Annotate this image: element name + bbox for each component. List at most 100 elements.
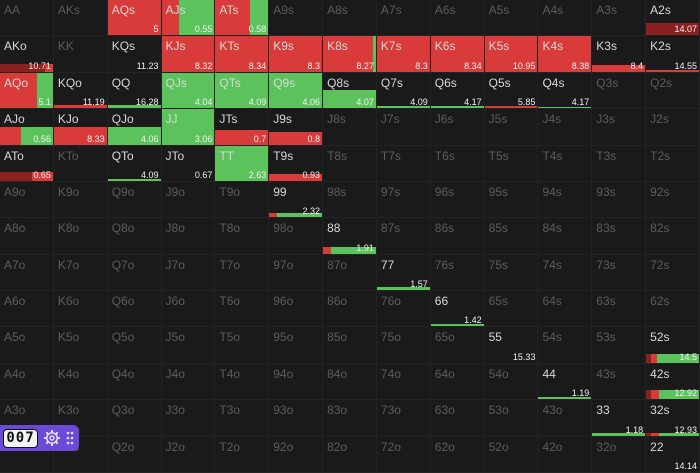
hand-cell[interactable]: K3s 8.4 xyxy=(592,36,647,73)
hand-cell[interactable]: 43o xyxy=(538,400,593,437)
hand-cell[interactable]: A6s xyxy=(430,0,485,37)
hand-cell[interactable]: A8s xyxy=(323,0,377,37)
hand-cell[interactable]: Q4s 4.17 xyxy=(538,72,593,110)
hand-cell[interactable]: AJs 0.55 xyxy=(161,0,216,37)
hand-cell[interactable]: QQ 16.28 xyxy=(107,72,162,110)
hand-cell[interactable]: J9s 0.8 xyxy=(269,109,324,146)
hand-cell[interactable]: 86o xyxy=(323,291,377,328)
hand-cell[interactable]: J3o xyxy=(161,400,216,437)
hand-cell[interactable]: J7o xyxy=(161,254,216,292)
hand-cell[interactable]: 55 15.33 xyxy=(484,327,539,364)
hand-cell[interactable]: Q4o xyxy=(107,363,162,401)
hand-cell[interactable]: QJs 4.04 xyxy=(161,72,216,110)
hand-cell[interactable]: K5o xyxy=(53,327,108,364)
hand-cell[interactable]: Q6s 4.17 xyxy=(430,72,485,110)
hand-cell[interactable]: A6o xyxy=(0,291,54,328)
hand-cell[interactable]: 87s xyxy=(376,218,431,255)
hand-cell[interactable]: KTo xyxy=(53,145,108,182)
hand-cell[interactable]: 75o xyxy=(376,327,431,364)
hand-cell[interactable]: A7o xyxy=(0,254,54,292)
hand-cell[interactable]: J6s xyxy=(430,109,485,146)
hand-cell[interactable]: 32s 12.93 xyxy=(646,400,700,437)
hand-cell[interactable]: 64o xyxy=(430,363,485,401)
hand-cell[interactable]: T7o xyxy=(215,254,270,292)
hand-cell[interactable]: KJs 8.32 xyxy=(161,36,216,73)
hand-cell[interactable]: JTs 0.7 xyxy=(215,109,270,146)
hand-cell[interactable]: J8o xyxy=(161,218,216,255)
hand-cell[interactable]: A9s xyxy=(269,0,324,37)
hand-cell[interactable]: A4o xyxy=(0,363,54,401)
hand-cell[interactable]: 54s xyxy=(538,327,593,364)
hand-cell[interactable]: J2o xyxy=(161,436,216,473)
hand-cell[interactable]: AKs xyxy=(53,0,108,37)
hand-cell[interactable]: 53s xyxy=(592,327,647,364)
hand-cell[interactable]: JTo 0.67 xyxy=(161,145,216,182)
hand-cell[interactable]: 87o xyxy=(323,254,377,292)
gear-icon[interactable] xyxy=(44,430,60,446)
hand-cell[interactable]: 99 2.32 xyxy=(269,181,324,219)
hand-cell[interactable]: Q2o xyxy=(107,436,162,473)
hand-cell[interactable]: KK xyxy=(53,36,108,73)
hand-cell[interactable]: 82s xyxy=(646,218,700,255)
hand-cell[interactable]: AA xyxy=(0,0,54,37)
hand-cell[interactable]: 84s xyxy=(538,218,593,255)
grip-icon[interactable] xyxy=(66,431,74,445)
hand-cell[interactable]: KJo 8.33 xyxy=(53,109,108,146)
hand-cell[interactable]: 63s xyxy=(592,291,647,328)
hand-cell[interactable]: 72o xyxy=(376,436,431,473)
hand-cell[interactable]: A2s 14.07 xyxy=(646,0,700,37)
hand-cell[interactable]: 92o xyxy=(269,436,324,473)
hand-cell[interactable]: Q8o xyxy=(107,218,162,255)
hand-cell[interactable]: 64s xyxy=(538,291,593,328)
hand-cell[interactable]: 63o xyxy=(430,400,485,437)
hand-cell[interactable]: 72s xyxy=(646,254,700,292)
hand-cell[interactable]: 88 1.91 xyxy=(323,218,377,255)
hand-cell[interactable]: T6o xyxy=(215,291,270,328)
hand-cell[interactable]: A5o xyxy=(0,327,54,364)
hand-cell[interactable]: QTs 4.09 xyxy=(215,72,270,110)
hand-cell[interactable]: J5o xyxy=(161,327,216,364)
hand-cell[interactable]: J2s xyxy=(646,109,700,146)
hand-cell[interactable]: TT 2.63 xyxy=(215,145,270,182)
hand-cell[interactable]: Q8s 4.07 xyxy=(323,72,377,110)
hand-cell[interactable]: 22 14.14 xyxy=(646,436,700,473)
hand-cell[interactable]: T3s xyxy=(592,145,647,182)
hand-cell[interactable]: Q3s xyxy=(592,72,647,110)
hand-cell[interactable]: 73s xyxy=(592,254,647,292)
hand-cell[interactable]: T2o xyxy=(215,436,270,473)
hand-cell[interactable]: 98s xyxy=(323,181,377,219)
hand-cell[interactable]: T5s xyxy=(484,145,539,182)
hand-cell[interactable]: A3s xyxy=(592,0,647,37)
counter-widget[interactable]: 007 xyxy=(0,425,79,451)
hand-cell[interactable]: 97o xyxy=(269,254,324,292)
hand-cell[interactable]: 85s xyxy=(484,218,539,255)
hand-cell[interactable]: J7s xyxy=(376,109,431,146)
hand-cell[interactable]: 62o xyxy=(430,436,485,473)
hand-cell[interactable]: K9s 8.3 xyxy=(269,36,324,73)
hand-cell[interactable]: K4o xyxy=(53,363,108,401)
hand-cell[interactable]: J8s xyxy=(323,109,377,146)
hand-cell[interactable]: T8s xyxy=(323,145,377,182)
hand-cell[interactable]: K8s 8.27 xyxy=(323,36,377,73)
hand-cell[interactable]: A7s xyxy=(376,0,431,37)
hand-cell[interactable]: Q3o xyxy=(107,400,162,437)
hand-cell[interactable]: AJo 0.56 xyxy=(0,109,54,146)
hand-cell[interactable]: K5s 10.95 xyxy=(484,36,539,73)
hand-cell[interactable]: J4s xyxy=(538,109,593,146)
hand-cell[interactable]: J4o xyxy=(161,363,216,401)
hand-cell[interactable]: 73o xyxy=(376,400,431,437)
hand-cell[interactable]: J6o xyxy=(161,291,216,328)
hand-cell[interactable]: AQs 5 xyxy=(107,0,162,37)
hand-cell[interactable]: A9o xyxy=(0,181,54,219)
hand-cell[interactable]: 95s xyxy=(484,181,539,219)
hand-cell[interactable]: Q5o xyxy=(107,327,162,364)
hand-cell[interactable]: 43s xyxy=(592,363,647,401)
hand-cell[interactable]: KQo 11.19 xyxy=(53,72,108,110)
hand-cell[interactable]: 98o xyxy=(269,218,324,255)
hand-cell[interactable]: T8o xyxy=(215,218,270,255)
hand-cell[interactable]: 66 1.42 xyxy=(430,291,485,328)
hand-cell[interactable]: K7o xyxy=(53,254,108,292)
hand-cell[interactable]: 97s xyxy=(376,181,431,219)
hand-cell[interactable]: T4s xyxy=(538,145,593,182)
hand-cell[interactable]: T7s xyxy=(376,145,431,182)
